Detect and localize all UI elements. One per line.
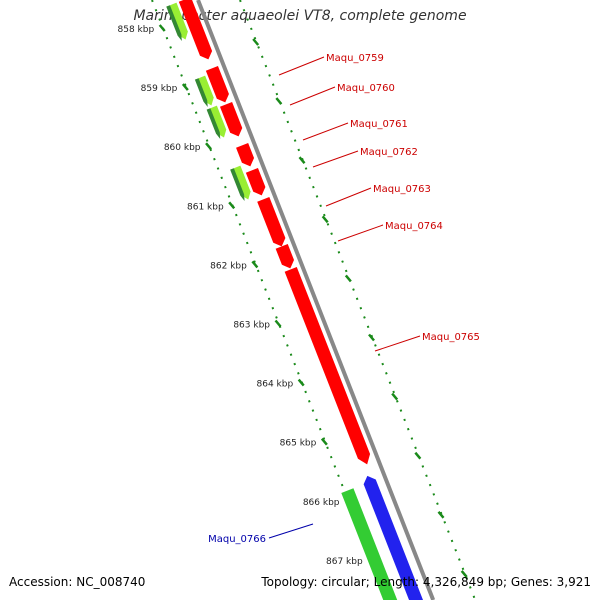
gene-label[interactable]: Maqu_0765 (422, 332, 480, 343)
label-leader (268, 523, 314, 539)
scale-tick-major (228, 201, 236, 210)
gene-Maqu_0765[interactable] (284, 267, 371, 465)
scale-label: 863 kbp (233, 321, 270, 331)
scale-label: 862 kbp (210, 261, 247, 271)
accession-label: Accession: NC_008740 (9, 575, 146, 589)
rna-feature[interactable] (341, 488, 402, 600)
label-leader (374, 335, 421, 352)
topology-label: Topology: circular; Length: 4,326,849 bp… (261, 575, 591, 589)
gene-Maqu_0762[interactable] (245, 168, 266, 196)
gene-label[interactable]: Maqu_0762 (360, 147, 418, 158)
scale-tick-major (414, 451, 422, 460)
scale-tick-major (437, 510, 445, 519)
other-feature-dark[interactable] (166, 5, 182, 41)
label-leader (337, 224, 384, 242)
label-leader (312, 150, 359, 168)
gene-Maqu_0763[interactable] (257, 197, 286, 247)
label-leader (278, 56, 325, 76)
scale-tick-major (391, 392, 399, 401)
scale-tick-major (460, 570, 468, 578)
scale-tick-major (344, 274, 352, 283)
scale-label: 861 kbp (187, 202, 224, 212)
other-feature-dark[interactable] (230, 168, 245, 201)
scale-tick-major (320, 437, 328, 446)
gene-Maqu_0761[interactable] (236, 143, 255, 167)
gene-label[interactable]: Maqu_0760 (337, 83, 395, 94)
scale-tick-major (298, 156, 306, 165)
gene-Maqu_0764[interactable] (275, 244, 295, 269)
scale-tick-major (252, 38, 260, 46)
scale-tick-major (158, 24, 166, 32)
gene-Maqu_0760[interactable] (219, 102, 243, 137)
scale-label: 859 kbp (141, 84, 178, 94)
gene-label[interactable]: Maqu_0759 (326, 53, 384, 64)
scale-tick-major (205, 142, 212, 151)
scale-tick-major (321, 215, 329, 224)
map-title: Marinobacter aquaeolei VT8, complete gen… (133, 8, 467, 24)
scale-label: 865 kbp (280, 439, 317, 449)
gene-label[interactable]: Maqu_0764 (385, 221, 443, 232)
genome-backbone (196, 0, 436, 600)
scale-tick-major (181, 83, 189, 91)
scale-label: 864 kbp (257, 380, 294, 390)
label-leader (325, 187, 372, 207)
gene-label[interactable]: Maqu_0763 (373, 184, 431, 195)
scale-label: 858 kbp (118, 25, 155, 35)
scale-label: 860 kbp (164, 143, 201, 153)
scale-label: 866 kbp (303, 498, 340, 508)
gene-Maqu_0766[interactable] (363, 475, 425, 600)
scale-tick-major (368, 333, 375, 342)
scale-tick-major (297, 378, 305, 387)
gene-Maqu_0759[interactable] (205, 66, 229, 103)
scale-tick-major (251, 260, 259, 269)
scale-tick-major (275, 97, 283, 105)
scale-tick-major (274, 319, 282, 328)
label-leader (302, 122, 349, 141)
scale-label: 867 kbp (326, 557, 363, 567)
other-feature-dark[interactable] (206, 108, 221, 139)
gene-Maqu_0758[interactable] (178, 0, 213, 60)
gene-label[interactable]: Maqu_0761 (350, 119, 408, 130)
other-feature-dark[interactable] (194, 78, 208, 107)
gene-label[interactable]: Maqu_0766 (208, 534, 266, 545)
label-leader (289, 86, 336, 106)
